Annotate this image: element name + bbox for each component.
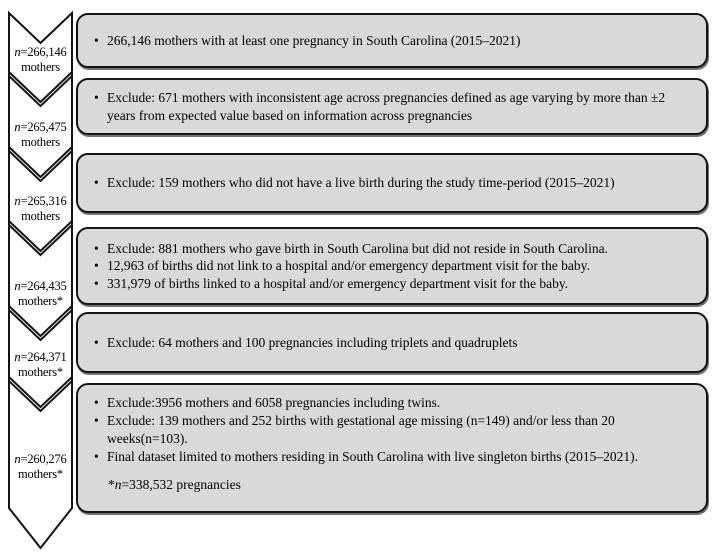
n-symbol: n [114, 477, 122, 492]
bullet-icon [94, 275, 107, 293]
bullet-text: Final dataset limited to mothers residin… [107, 449, 638, 464]
chevron-fills [9, 13, 72, 548]
chevron-label-1: n=266,146 mothers [9, 45, 72, 75]
n-unit: mothers* [18, 294, 63, 308]
step-box-2: Exclude: 671 mothers with inconsistent a… [76, 78, 708, 135]
bullet-item: Exclude:3956 mothers and 6058 pregnancie… [94, 394, 692, 412]
bullet-text: 12,963 of births did not link to a hospi… [107, 258, 590, 274]
n-value: =266,146 [20, 45, 67, 59]
bullet-icon [94, 394, 107, 412]
n-unit: mothers [21, 209, 60, 223]
n-count: n=260,276 [9, 452, 72, 467]
chevron-arrows [8, 10, 73, 550]
n-symbol: n [14, 279, 21, 293]
bullet-icon [94, 412, 107, 430]
chevron-shape [9, 72, 72, 181]
n-value: =264,371 [20, 350, 67, 364]
n-count: n=264,435 [9, 279, 72, 294]
bullet-text: 331,979 of births linked to a hospital a… [107, 275, 569, 291]
n-symbol: n [14, 120, 21, 134]
bullet-icon [94, 240, 107, 258]
n-unit: mothers* [18, 365, 63, 379]
step-box-5: Exclude: 64 mothers and 100 pregnancies … [76, 312, 708, 373]
bullet-text: Exclude:3956 mothers and 6058 pregnancie… [107, 395, 441, 410]
n-unit: mothers [21, 135, 60, 149]
n-count: n=265,316 [9, 194, 72, 209]
chevron-shape [9, 306, 72, 411]
n-count: n=266,146 [9, 45, 72, 60]
bullet-item: 266,146 mothers with at least one pregna… [94, 32, 692, 50]
bullet-text: Exclude: 159 mothers who did not have a … [107, 175, 615, 191]
bullet-icon [94, 448, 107, 466]
bullet-text: Exclude: 881 mothers who gave birth in S… [107, 240, 608, 256]
bullet-text: 266,146 mothers with at least one pregna… [107, 32, 521, 48]
bullet-item: 12,963 of births did not link to a hospi… [94, 257, 692, 275]
bullet-item: Exclude: 671 mothers with inconsistent a… [94, 89, 692, 124]
bullet-icon [94, 32, 107, 50]
footnote-asterisk: * [108, 477, 115, 492]
n-count: n=264,371 [9, 350, 72, 365]
step-box-6: Exclude:3956 mothers and 6058 pregnancie… [76, 383, 708, 513]
step-box-1: 266,146 mothers with at least one pregna… [76, 13, 708, 68]
footnote-text: =338,532 pregnancies [121, 477, 241, 492]
footnote: *n=338,532 pregnancies [108, 476, 692, 494]
n-value: =265,475 [20, 120, 67, 134]
bullet-text: Exclude: 64 mothers and 100 pregnancies … [107, 334, 518, 350]
bullet-icon [94, 257, 107, 275]
bullet-item: Exclude: 159 mothers who did not have a … [94, 174, 692, 192]
n-symbol: n [14, 45, 21, 59]
n-value: =260,276 [20, 452, 67, 466]
bullet-item: Final dataset limited to mothers residin… [94, 448, 692, 466]
step-box-3: Exclude: 159 mothers who did not have a … [76, 153, 708, 213]
n-value: =264,435 [20, 279, 67, 293]
chevron-label-2: n=265,475 mothers [9, 120, 72, 150]
step-box-4: Exclude: 881 mothers who gave birth in S… [76, 227, 708, 305]
bullet-icon [94, 334, 107, 352]
chevron-label-3: n=265,316 mothers [9, 194, 72, 224]
chevron-label-4: n=264,435 mothers* [9, 279, 72, 309]
bullet-text: Exclude: 671 mothers with inconsistent a… [107, 90, 666, 123]
chevron-outline [8, 374, 73, 550]
bullet-item: 331,979 of births linked to a hospital a… [94, 275, 692, 293]
chevron-shape [9, 13, 72, 106]
n-symbol: n [14, 350, 21, 364]
n-unit: mothers [21, 60, 60, 74]
chevron-shape [9, 147, 72, 255]
bullet-text: Exclude: 139 mothers and 252 births with… [107, 413, 615, 446]
n-symbol: n [14, 194, 21, 208]
bullet-item: Exclude: 881 mothers who gave birth in S… [94, 240, 692, 258]
chevron-outlines [8, 10, 73, 550]
bullet-icon [94, 174, 107, 192]
n-value: =265,316 [20, 194, 67, 208]
n-count: n=265,475 [9, 120, 72, 135]
chevron-label-6: n=260,276 mothers* [9, 452, 72, 482]
bullet-item: Exclude: 139 mothers and 252 births with… [94, 412, 692, 448]
bullet-icon [94, 89, 107, 107]
chevron-shape [9, 221, 72, 340]
bullet-item: Exclude: 64 mothers and 100 pregnancies … [94, 334, 692, 352]
n-unit: mothers* [18, 467, 63, 481]
chevron-shape [9, 377, 72, 548]
n-symbol: n [14, 452, 21, 466]
chevron-label-5: n=264,371 mothers* [9, 350, 72, 380]
